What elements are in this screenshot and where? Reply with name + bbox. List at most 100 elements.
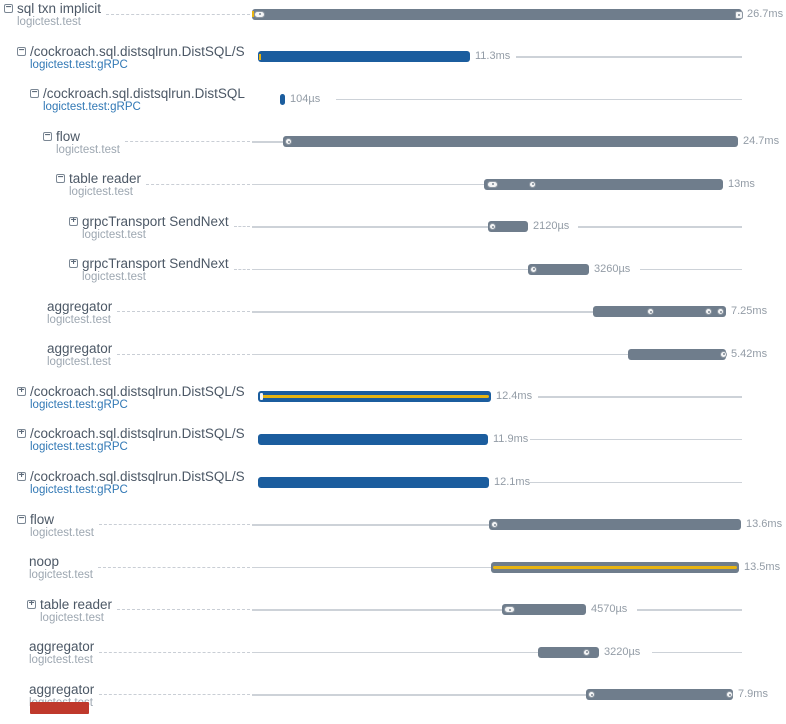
- baseline-segment: [652, 651, 742, 654]
- span-bar[interactable]: [484, 178, 723, 190]
- event-marker[interactable]: [259, 53, 261, 60]
- span-label: aggregator logictest.test: [0, 639, 94, 666]
- span-label: − /cockroach.sql.distsqlrun.DistSQL/Set …: [0, 44, 245, 71]
- baseline-segment: [640, 268, 742, 271]
- collapse-icon[interactable]: −: [56, 174, 65, 184]
- span-texts: noop logictest.test: [29, 554, 93, 581]
- event-marker[interactable]: [647, 308, 654, 316]
- span-texts: /cockroach.sql.distsqlrun.DistSQL/Set lo…: [30, 384, 245, 411]
- baseline-segment: [252, 524, 489, 526]
- span-label: + grpcTransport SendNext logictest.test: [0, 256, 229, 283]
- collapse-icon[interactable]: −: [17, 514, 26, 524]
- collapse-icon[interactable]: −: [43, 131, 52, 141]
- event-marker[interactable]: [252, 11, 254, 17]
- span-row: + /cockroach.sql.distsqlrun.DistSQL/Set …: [0, 469, 786, 512]
- expand-icon[interactable]: +: [17, 429, 26, 439]
- event-marker[interactable]: [504, 606, 515, 614]
- leader-dashed-line: [146, 183, 250, 185]
- span-title: flow: [56, 128, 81, 144]
- span-bar[interactable]: [258, 51, 470, 63]
- expand-icon[interactable]: +: [17, 386, 26, 396]
- span-texts: aggregator logictest.test: [47, 341, 112, 368]
- span-bar[interactable]: [489, 519, 741, 531]
- event-marker[interactable]: [583, 648, 590, 656]
- span-bar[interactable]: [538, 646, 599, 658]
- span-subtitle: logictest.test:gRPC: [30, 58, 128, 71]
- collapse-icon[interactable]: −: [30, 89, 39, 99]
- span-bar[interactable]: [491, 561, 739, 573]
- leader-dashed-line: [233, 226, 250, 228]
- span-bar[interactable]: [628, 348, 726, 360]
- event-marker[interactable]: [491, 521, 498, 529]
- span-timeline: 2120µs: [252, 214, 786, 257]
- span-subtitle: logictest.test: [29, 654, 93, 667]
- span-row: + /cockroach.sql.distsqlrun.DistSQL/Set …: [0, 426, 786, 469]
- span-subtitle: logictest.test: [47, 356, 111, 369]
- expand-icon[interactable]: +: [69, 216, 78, 226]
- span-title: sql txn implicit: [17, 1, 102, 16]
- duration-label: 11.9ms: [493, 432, 529, 445]
- span-bar[interactable]: [280, 93, 285, 105]
- event-marker[interactable]: [285, 138, 292, 146]
- span-bar[interactable]: [258, 433, 488, 445]
- span-timeline: 3260µs: [252, 256, 786, 299]
- span-row: + grpcTransport SendNext logictest.test …: [0, 214, 786, 257]
- event-marker[interactable]: [717, 308, 724, 316]
- span-title: /cockroach.sql.distsqlrun.DistSQL/Set: [30, 426, 245, 442]
- event-marker[interactable]: [705, 308, 712, 316]
- leader-dashed-line: [233, 268, 250, 270]
- duration-label: 7.25ms: [731, 305, 768, 318]
- span-title: /cockroach.sql.distsqlrun.DistSQL/S: [43, 86, 245, 102]
- span-title: /cockroach.sql.distsqlrun.DistSQL/Set: [30, 469, 245, 485]
- collapse-icon[interactable]: −: [4, 4, 13, 13]
- span-texts: aggregator logictest.test: [29, 639, 94, 666]
- baseline-segment: [252, 609, 502, 611]
- baseline-segment: [516, 56, 742, 58]
- span-bar[interactable]: [502, 604, 586, 616]
- span-bar[interactable]: [586, 689, 733, 701]
- span-texts: flow logictest.test: [56, 129, 120, 156]
- span-timeline: 12.1ms: [252, 469, 786, 512]
- span-bar[interactable]: [488, 221, 528, 233]
- span-bar[interactable]: [528, 263, 589, 275]
- collapse-icon[interactable]: −: [17, 46, 26, 56]
- span-timeline: 11.9ms: [252, 426, 786, 469]
- event-marker[interactable]: [530, 265, 537, 273]
- span-title: aggregator: [29, 681, 95, 697]
- span-timeline: 7.25ms: [252, 299, 786, 342]
- duration-label: 11.3ms: [475, 50, 511, 63]
- span-bar[interactable]: [258, 476, 489, 488]
- highlight-stripe: [260, 395, 489, 399]
- span-title: noop: [29, 554, 60, 570]
- duration-label: 3220µs: [604, 645, 641, 658]
- span-row: aggregator logictest.test 3220µs: [0, 639, 786, 682]
- event-marker[interactable]: [726, 691, 733, 699]
- duration-label: 12.4ms: [496, 390, 533, 403]
- expand-icon[interactable]: +: [69, 259, 78, 269]
- span-bar[interactable]: [258, 391, 491, 403]
- event-marker[interactable]: [588, 691, 595, 699]
- event-marker[interactable]: [487, 180, 498, 188]
- event-marker[interactable]: [735, 10, 743, 19]
- event-marker[interactable]: [254, 10, 265, 18]
- span-label: noop logictest.test: [0, 554, 93, 581]
- span-bar[interactable]: [283, 136, 738, 148]
- event-marker[interactable]: [529, 180, 536, 188]
- span-subtitle: logictest.test: [40, 611, 104, 624]
- span-timeline: 24.7ms: [252, 129, 786, 172]
- expand-icon[interactable]: +: [17, 472, 26, 482]
- span-row: + table reader logictest.test 4570µs: [0, 597, 786, 640]
- event-marker[interactable]: [260, 393, 263, 401]
- span-bar[interactable]: [593, 306, 726, 318]
- span-bar[interactable]: [252, 8, 742, 20]
- event-marker[interactable]: [720, 350, 727, 358]
- baseline-segment: [530, 481, 742, 484]
- span-texts: grpcTransport SendNext logictest.test: [82, 256, 229, 283]
- span-title: table reader: [69, 171, 142, 187]
- span-row: + /cockroach.sql.distsqlrun.DistSQL/Set …: [0, 384, 786, 427]
- event-marker[interactable]: [489, 223, 496, 231]
- expand-icon[interactable]: +: [27, 599, 36, 609]
- span-title: /cockroach.sql.distsqlrun.DistSQL/Set: [30, 43, 245, 59]
- span-title: aggregator: [29, 639, 95, 655]
